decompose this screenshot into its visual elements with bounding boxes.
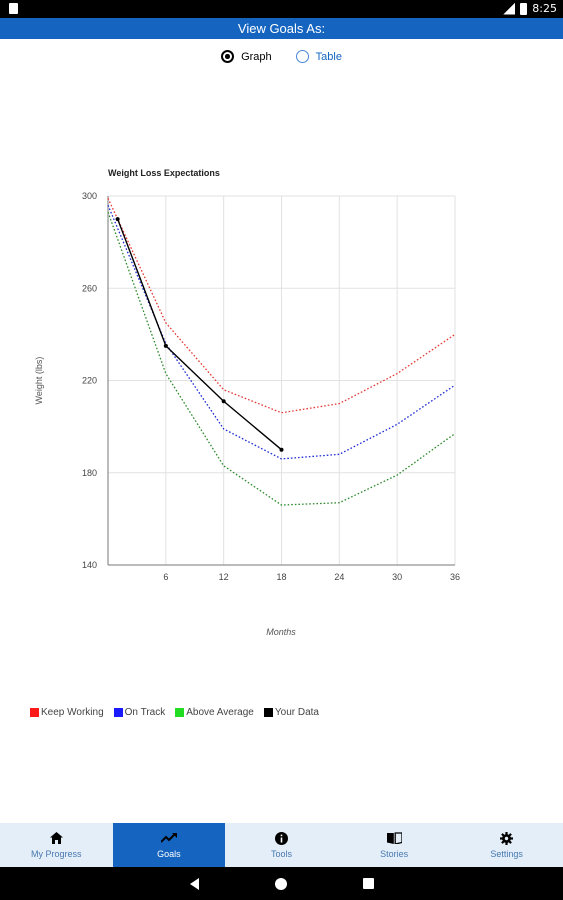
nav-label: Settings	[490, 848, 523, 859]
sd-card-icon	[9, 3, 18, 14]
nav-stories[interactable]: Stories	[338, 823, 451, 867]
x-axis-label: Months	[266, 627, 296, 637]
y-tick-label: 260	[82, 283, 97, 293]
data-point	[163, 343, 168, 348]
table-radio-option[interactable]: Table	[295, 50, 342, 63]
series-line-your-data	[116, 218, 282, 451]
chart-grid	[108, 195, 456, 566]
signal-icon	[503, 2, 516, 15]
legend-swatch	[30, 708, 39, 717]
trend-icon	[160, 832, 177, 845]
x-tick-label: 6	[163, 572, 168, 582]
nav-label: Goals	[157, 848, 181, 859]
nav-settings[interactable]: Settings	[450, 823, 563, 867]
page-title: View Goals As:	[237, 21, 326, 36]
chart-axes: 6 12 18 24 30 36 140 180 220 260 300	[82, 191, 460, 582]
table-radio-button[interactable]	[295, 50, 309, 63]
y-tick-label: 180	[82, 468, 97, 478]
status-time: 8:25	[532, 2, 557, 15]
y-tick-label: 140	[82, 560, 97, 570]
chart-legend: Keep Working On Track Above Average Your…	[30, 707, 319, 718]
legend-swatch	[263, 708, 273, 717]
nav-label: My Progress	[31, 848, 82, 859]
series-line-keep-working	[107, 198, 456, 414]
book-icon	[386, 832, 402, 845]
nav-goals[interactable]: Goals	[112, 823, 226, 867]
y-axis-label: Weight (lbs)	[34, 357, 44, 405]
legend-item-on-track: On Track	[113, 707, 166, 718]
nav-label: Stories	[380, 848, 409, 859]
legend-label: Your Data	[274, 707, 319, 718]
legend-label: Keep Working	[41, 707, 104, 718]
legend-item-keep-working: Keep Working	[30, 707, 104, 718]
page-header: View Goals As:	[0, 18, 563, 39]
info-icon	[274, 831, 288, 845]
nav-my-progress[interactable]: My Progress	[0, 823, 113, 867]
series-line-above-average	[107, 211, 456, 506]
x-tick-label: 12	[219, 572, 229, 582]
back-icon[interactable]	[189, 877, 199, 890]
legend-swatch	[175, 708, 185, 717]
home-icon	[49, 832, 63, 845]
nav-label: Tools	[270, 848, 292, 859]
chart-svg: Weight Loss Expectations 6 12 18 24 30 36 140 1…	[34, 168, 460, 637]
chart-series	[107, 198, 456, 506]
legend-swatch	[113, 708, 123, 717]
table-radio-label[interactable]: Table	[315, 50, 342, 63]
home-circle-icon[interactable]	[274, 877, 287, 890]
graph-radio-option[interactable]: Graph	[221, 50, 272, 63]
x-tick-label: 18	[276, 572, 286, 582]
y-tick-label: 220	[82, 376, 97, 386]
view-toggle: Graph Table	[0, 50, 563, 63]
chart-title: Weight Loss Expectations	[108, 168, 220, 178]
battery-icon	[520, 2, 528, 15]
gear-icon	[500, 831, 514, 845]
data-point	[279, 447, 284, 452]
x-tick-label: 36	[450, 572, 460, 582]
series-line-on-track	[107, 204, 456, 460]
weight-loss-chart: Weight Loss Expectations 6 12 18 24 30 36 140 1…	[0, 160, 563, 650]
nav-tools[interactable]: Tools	[225, 823, 338, 867]
data-point	[221, 399, 226, 404]
y-tick-label: 300	[82, 191, 97, 201]
legend-item-your-data: Your Data	[263, 707, 319, 718]
data-point	[115, 217, 120, 222]
x-tick-label: 30	[392, 572, 402, 582]
bottom-navigation: My Progress Goals Tools Stories Settings	[0, 823, 563, 867]
status-bar: 8:25	[0, 0, 563, 18]
legend-item-above-average: Above Average	[175, 707, 254, 718]
legend-label: Above Average	[186, 707, 254, 718]
graph-radio-label[interactable]: Graph	[241, 50, 272, 63]
x-tick-label: 24	[334, 572, 344, 582]
graph-radio-button[interactable]	[221, 50, 235, 63]
system-navigation-bar	[0, 867, 563, 900]
recent-apps-icon[interactable]	[362, 878, 374, 889]
legend-label: On Track	[124, 707, 166, 718]
